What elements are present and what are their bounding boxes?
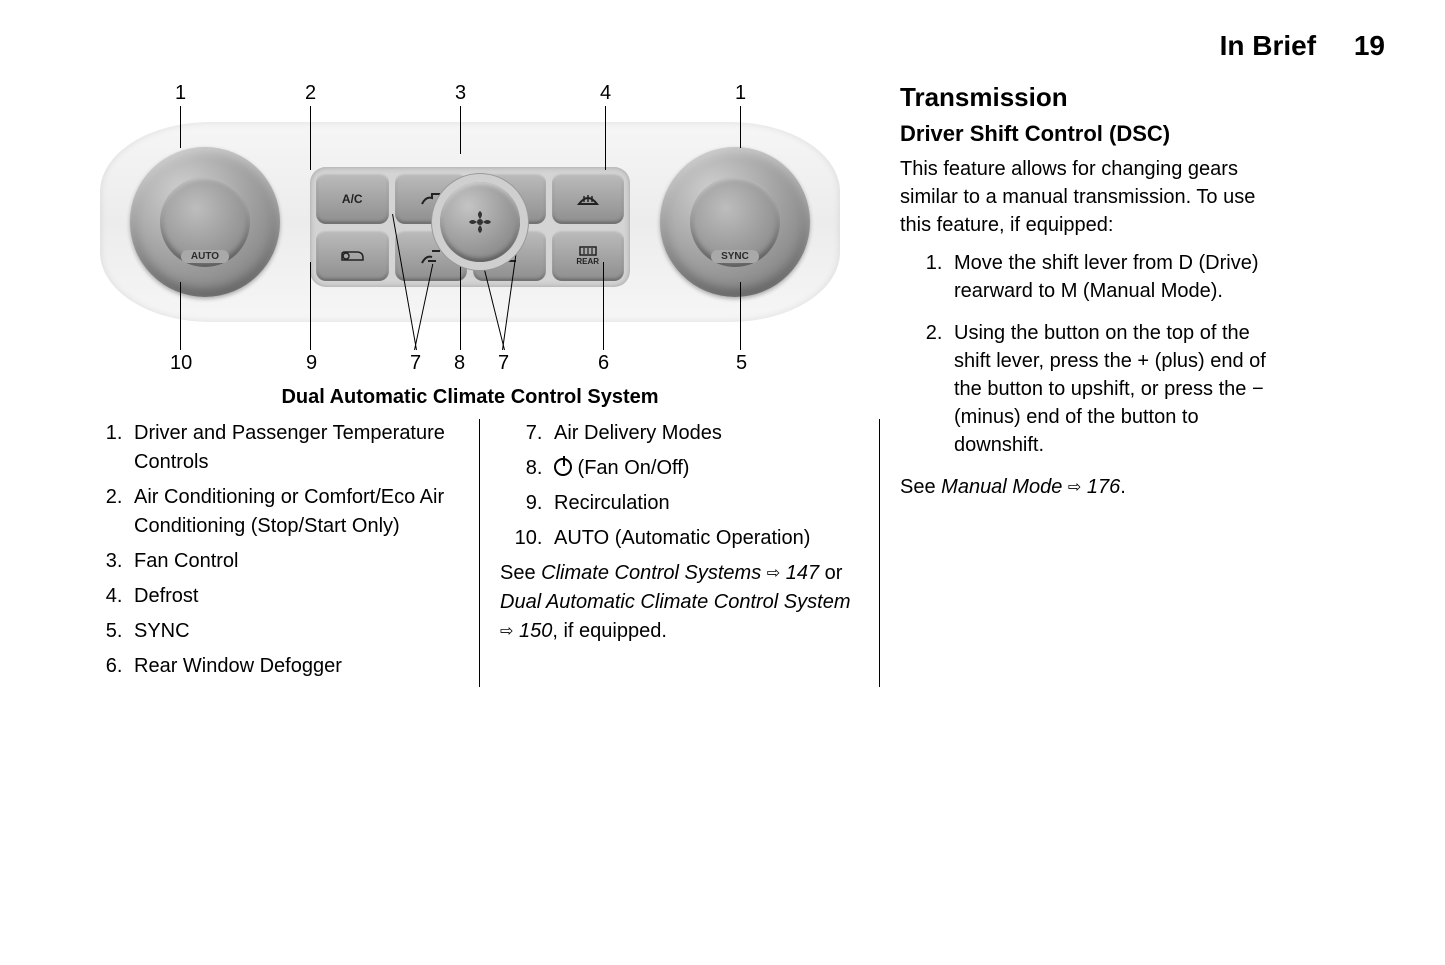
callout-3: 3 bbox=[455, 82, 466, 105]
legend-item: Air Delivery Modes bbox=[548, 419, 859, 448]
recirculation-button bbox=[316, 230, 389, 281]
rear-defog-button: REAR bbox=[552, 230, 625, 281]
driver-temp-dial: AUTO bbox=[130, 147, 280, 297]
figure-caption: Dual Automatic Climate Control System bbox=[60, 386, 880, 409]
callout-8: 8 bbox=[454, 352, 465, 375]
climate-panel: AUTO SYNC A/C bbox=[100, 122, 840, 322]
callout-7a: 7 bbox=[410, 352, 421, 375]
callout-1-left: 1 bbox=[175, 82, 186, 105]
callout-line bbox=[180, 106, 181, 148]
legend-right-col: Air Delivery Modes (Fan On/Off) Recircul… bbox=[480, 419, 880, 687]
transmission-title: Transmission bbox=[900, 82, 1280, 113]
legend-item: Air Conditioning or Comfort/Eco Air Cond… bbox=[128, 483, 459, 541]
legend-columns: Driver and Passenger Temperature Control… bbox=[60, 419, 880, 687]
header-section: In Brief bbox=[1220, 30, 1316, 61]
left-mid-wrap: AUTO SYNC A/C bbox=[60, 82, 880, 822]
legend-item: Defrost bbox=[128, 582, 459, 611]
defrost-button bbox=[552, 173, 625, 224]
see-ref2: Dual Automatic Climate Control System bbox=[500, 591, 851, 613]
legend-left-col: Driver and Passenger Temperature Control… bbox=[60, 419, 480, 687]
callout-1-right: 1 bbox=[735, 82, 746, 105]
callout-9: 9 bbox=[306, 352, 317, 375]
callout-line bbox=[740, 282, 741, 350]
callout-4: 4 bbox=[600, 82, 611, 105]
see-post: , if equipped. bbox=[552, 620, 667, 642]
legend-item: Recirculation bbox=[548, 489, 859, 518]
dsc-steps: Move the shift lever from D (Drive) rear… bbox=[900, 249, 1280, 459]
step-item: Move the shift lever from D (Drive) rear… bbox=[948, 249, 1280, 305]
legend-list-right: Air Delivery Modes (Fan On/Off) Recircul… bbox=[500, 419, 859, 553]
legend-item: AUTO (Automatic Operation) bbox=[548, 524, 859, 553]
callout-line bbox=[180, 282, 181, 350]
reference-icon: ⇨ bbox=[1068, 476, 1081, 499]
fan-knob bbox=[440, 182, 520, 262]
see-post: . bbox=[1120, 476, 1126, 498]
power-icon bbox=[554, 458, 572, 476]
see-climate-text: See Climate Control Systems ⇨ 147 or Dua… bbox=[500, 559, 859, 646]
dsc-intro: This feature allows for changing gears s… bbox=[900, 155, 1280, 239]
callout-line bbox=[310, 106, 311, 170]
header-page-number: 19 bbox=[1354, 30, 1385, 61]
legend-item: Rear Window Defogger bbox=[128, 652, 459, 681]
passenger-temp-dial: SYNC bbox=[660, 147, 810, 297]
sync-label: SYNC bbox=[711, 250, 759, 263]
callout-line bbox=[603, 262, 604, 350]
legend-list-left: Driver and Passenger Temperature Control… bbox=[80, 419, 459, 681]
page-header: In Brief 19 bbox=[60, 30, 1385, 62]
callout-line bbox=[460, 106, 461, 154]
callout-7b: 7 bbox=[498, 352, 509, 375]
content-columns: AUTO SYNC A/C bbox=[60, 82, 1385, 822]
figure-area: AUTO SYNC A/C bbox=[60, 82, 880, 419]
right-column: Transmission Driver Shift Control (DSC) … bbox=[880, 82, 1300, 822]
callout-line bbox=[310, 262, 311, 350]
ac-button: A/C bbox=[316, 173, 389, 224]
see-page: 176 bbox=[1087, 476, 1120, 498]
climate-control-figure: AUTO SYNC A/C bbox=[80, 82, 860, 382]
see-ref2-page: 150 bbox=[519, 620, 552, 642]
see-pre: See bbox=[500, 562, 541, 584]
auto-label: AUTO bbox=[181, 250, 229, 263]
legend-item-text: (Fan On/Off) bbox=[572, 457, 689, 479]
see-ref1: Climate Control Systems bbox=[541, 562, 761, 584]
legend-item: SYNC bbox=[128, 617, 459, 646]
step-item: Using the button on the top of the shift… bbox=[948, 319, 1280, 459]
see-pre: See bbox=[900, 476, 941, 498]
callout-6: 6 bbox=[598, 352, 609, 375]
legend-item: (Fan On/Off) bbox=[548, 454, 859, 483]
see-ref: Manual Mode bbox=[941, 476, 1062, 498]
callout-line bbox=[740, 106, 741, 148]
see-ref1-page: 147 bbox=[786, 562, 819, 584]
legend-item: Driver and Passenger Temperature Control… bbox=[128, 419, 459, 477]
see-manual-mode: See Manual Mode ⇨ 176. bbox=[900, 473, 1280, 502]
callout-line bbox=[605, 106, 606, 170]
dsc-subtitle: Driver Shift Control (DSC) bbox=[900, 121, 1280, 147]
callout-5: 5 bbox=[736, 352, 747, 375]
reference-icon: ⇨ bbox=[500, 620, 513, 643]
rear-label: REAR bbox=[576, 257, 599, 266]
callout-2: 2 bbox=[305, 82, 316, 105]
reference-icon: ⇨ bbox=[767, 562, 780, 585]
legend-item: Fan Control bbox=[128, 547, 459, 576]
callout-line bbox=[460, 242, 461, 350]
see-mid: or bbox=[819, 562, 842, 584]
callout-10: 10 bbox=[170, 352, 192, 375]
